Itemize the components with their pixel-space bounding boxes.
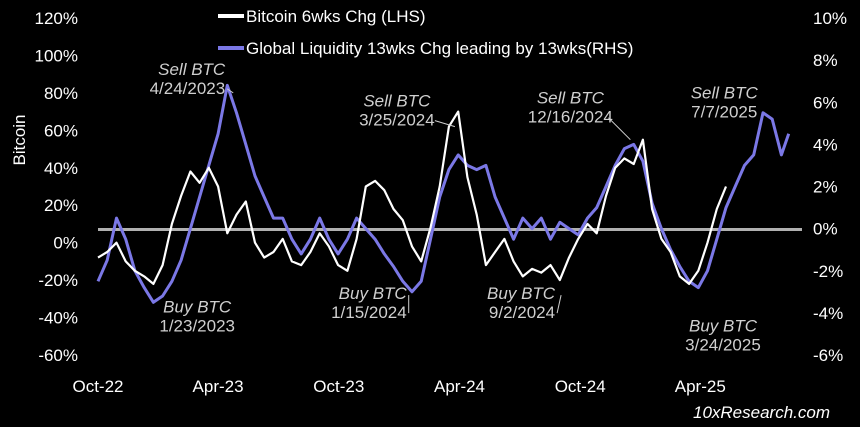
y-left-tick-label: 60%	[44, 121, 78, 140]
y-left-tick-label: -20%	[38, 271, 78, 290]
legend: Bitcoin 6wks Chg (LHS) Global Liquidity …	[218, 7, 633, 58]
annotation-action: Buy BTC	[163, 298, 232, 317]
annotation-action: Sell BTC	[363, 92, 431, 111]
annotation-action: Buy BTC	[339, 284, 408, 303]
x-tick-label: Apr-25	[675, 377, 726, 396]
y-right-tick-label: 6%	[813, 93, 838, 112]
x-axis: Oct-22 Apr-23 Oct-23 Apr-24 Oct-24 Apr-25	[72, 377, 725, 396]
y-right-tick-label: -6%	[813, 346, 843, 365]
y-right-tick-label: 2%	[813, 178, 838, 197]
annotation-date: 3/25/2024	[359, 111, 435, 130]
x-tick-label: Oct-24	[555, 377, 606, 396]
watermark: 10xResearch.com	[693, 403, 830, 422]
annotation-action: Buy BTC	[487, 284, 556, 303]
annotation-action: Sell BTC	[691, 84, 759, 103]
y-right-tick-label: -4%	[813, 304, 843, 323]
y-right-tick-label: 10%	[813, 9, 847, 28]
annotation-leader	[434, 120, 456, 128]
legend-label-bitcoin: Bitcoin 6wks Chg (LHS)	[246, 7, 426, 26]
y-left-tick-label: 80%	[44, 84, 78, 103]
annotation-action: Sell BTC	[537, 89, 605, 108]
y-left-tick-label: 100%	[35, 46, 78, 65]
x-tick-label: Apr-24	[434, 377, 485, 396]
x-tick-label: Oct-23	[313, 377, 364, 396]
y-left-tick-label: -60%	[38, 346, 78, 365]
annotation-date: 1/15/2024	[331, 303, 407, 322]
y-left-tick-label: 0%	[53, 234, 78, 253]
annotation-date: 1/23/2023	[159, 317, 235, 336]
annotation-leader	[556, 294, 562, 314]
annotation-leader	[226, 88, 234, 94]
annotation-date: 12/16/2024	[528, 108, 613, 127]
annotation-date: 4/24/2023	[150, 79, 226, 98]
y-right-tick-label: -2%	[813, 262, 843, 281]
y-left-tick-label: -40%	[38, 309, 78, 328]
y-right-tick-label: 0%	[813, 220, 838, 239]
series-layer	[96, 83, 791, 304]
legend-label-liquidity: Global Liquidity 13wks Chg leading by 13…	[246, 39, 633, 58]
y-left-tick-label: 120%	[35, 9, 78, 28]
annotation-date: 7/7/2025	[691, 103, 757, 122]
series-line-liquidity	[96, 83, 791, 304]
annotation-date: 9/2/2024	[489, 303, 555, 322]
y-left-tick-label: 20%	[44, 196, 78, 215]
y-right-tick-label: 4%	[813, 135, 838, 154]
y-left-tick-label: 40%	[44, 159, 78, 178]
annotation-leader	[608, 117, 631, 141]
y-axis-right: -6% -4% -2% 0% 2% 4% 6% 8% 10%	[813, 9, 847, 365]
y-right-tick-label: 8%	[813, 51, 838, 70]
annotation-date: 3/24/2025	[685, 335, 761, 354]
annotation-action: Buy BTC	[689, 316, 758, 335]
x-tick-label: Oct-22	[72, 377, 123, 396]
series-line-bitcoin	[97, 110, 728, 285]
annotation-action: Sell BTC	[158, 60, 226, 79]
y-axis-label: Bitcoin	[10, 114, 29, 165]
x-tick-label: Apr-23	[193, 377, 244, 396]
y-axis-left: -60% -40% -20% 0% 20% 40% 60% 80% 100% 120%	[35, 9, 78, 365]
